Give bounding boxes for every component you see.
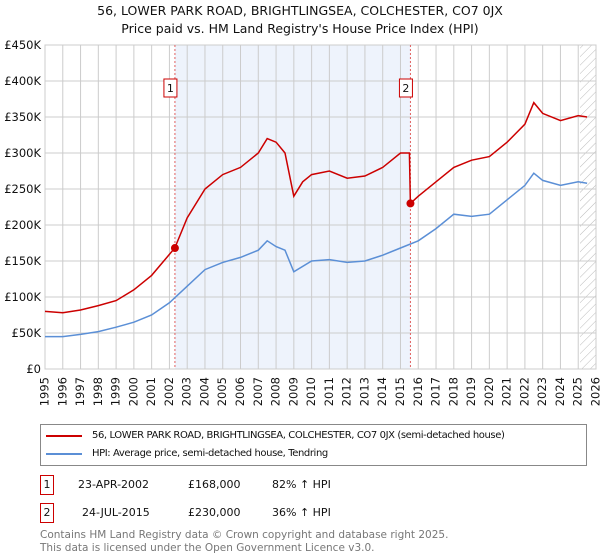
transaction-price: £168,000	[188, 478, 241, 491]
transaction-row: 2 24-JUL-2015 £230,000 36% ↑ HPI	[40, 503, 440, 523]
x-tick-label: 2022	[517, 377, 531, 406]
x-tick-label: 2020	[482, 377, 496, 406]
x-tick-label: 2013	[357, 377, 371, 406]
y-tick-label: £100K	[4, 290, 41, 304]
sale-point	[170, 244, 179, 253]
annotation-box	[163, 78, 178, 98]
plot-border	[44, 44, 597, 370]
transaction-hpi: 82% ↑ HPI	[272, 478, 331, 491]
x-tick-label: 2023	[535, 377, 549, 406]
x-tick-label: 2016	[411, 377, 425, 406]
x-tick-label: 2006	[233, 377, 247, 406]
transaction-row: 1 23-APR-2002 £168,000 82% ↑ HPI	[40, 475, 440, 495]
y-tick-label: £50K	[12, 326, 42, 340]
x-tick-label: 2012	[340, 377, 354, 406]
x-tick-label: 1995	[38, 377, 52, 406]
x-tick-label: 2017	[429, 377, 443, 406]
x-tick-label: 2008	[269, 377, 283, 406]
footer-line: Contains HM Land Registry data © Crown c…	[40, 529, 449, 541]
shaded-period	[174, 45, 411, 369]
annotation-label: 1	[167, 82, 174, 95]
x-tick-label: 2000	[126, 377, 140, 406]
legend-label-hpi: HPI: Average price, semi-detached house,…	[92, 448, 328, 459]
x-tick-label: 2014	[375, 377, 389, 406]
price-paid-line	[44, 101, 588, 314]
hpi-line	[45, 172, 588, 338]
annotation-label: 2	[402, 82, 409, 95]
y-tick-label: £200K	[4, 218, 41, 232]
forecast-hatch	[580, 45, 596, 369]
transaction-marker: 1	[40, 475, 54, 495]
y-tick-label: £300K	[4, 146, 41, 160]
x-tick-label: 2004	[197, 377, 211, 406]
chart-title: 56, LOWER PARK ROAD, BRIGHTLINGSEA, COLC…	[97, 3, 503, 18]
x-tick-label: 2024	[553, 377, 567, 406]
legend-label-property: 56, LOWER PARK ROAD, BRIGHTLINGSEA, COLC…	[92, 430, 505, 441]
y-tick-label: £150K	[4, 254, 41, 268]
y-tick-label: £350K	[4, 110, 41, 124]
footer: Contains HM Land Registry data © Crown c…	[40, 529, 448, 555]
sale-point	[406, 199, 415, 208]
x-tick-label: 1998	[91, 377, 105, 406]
annotation-box	[398, 78, 413, 98]
y-tick-label: £400K	[4, 74, 41, 88]
transaction-date: 23-APR-2002	[78, 478, 150, 491]
x-tick-label: 2002	[162, 377, 176, 406]
transaction-hpi: 36% ↑ HPI	[272, 506, 331, 519]
x-tick-label: 2010	[304, 377, 318, 406]
transaction-date: 24-JUL-2015	[82, 506, 150, 519]
footer-line: This data is licensed under the Open Gov…	[40, 542, 375, 554]
legend-red-line	[46, 435, 82, 437]
legend-blue-line	[46, 453, 82, 455]
transaction-price: £230,000	[188, 506, 241, 519]
x-tick-label: 2018	[446, 377, 460, 406]
y-tick-label: £0	[26, 362, 41, 376]
x-tick-label: 2011	[322, 377, 336, 406]
x-tick-label: 2026	[589, 377, 600, 406]
x-tick-label: 1997	[73, 377, 87, 406]
x-tick-label: 2025	[571, 377, 585, 406]
chart-subtitle: Price paid vs. HM Land Registry's House …	[121, 21, 479, 36]
x-tick-label: 2015	[393, 377, 407, 406]
x-tick-label: 2003	[180, 377, 194, 406]
x-tick-label: 2007	[251, 377, 265, 406]
x-tick-label: 2009	[286, 377, 300, 406]
x-tick-label: 2001	[144, 377, 158, 406]
legend: 56, LOWER PARK ROAD, BRIGHTLINGSEA, COLC…	[40, 424, 587, 466]
price-chart: £0 £50K £100K £150K £200K £250K £300K £350K £400…	[4, 38, 600, 406]
x-tick-label: 2005	[215, 377, 229, 406]
transaction-marker: 2	[40, 503, 54, 523]
y-tick-label: £450K	[4, 38, 41, 52]
x-tick-label: 2021	[500, 377, 514, 406]
x-tick-label: 2019	[464, 377, 478, 406]
x-tick-label: 1999	[109, 377, 123, 406]
y-tick-label: £250K	[4, 182, 41, 196]
x-tick-label: 1996	[55, 377, 69, 406]
